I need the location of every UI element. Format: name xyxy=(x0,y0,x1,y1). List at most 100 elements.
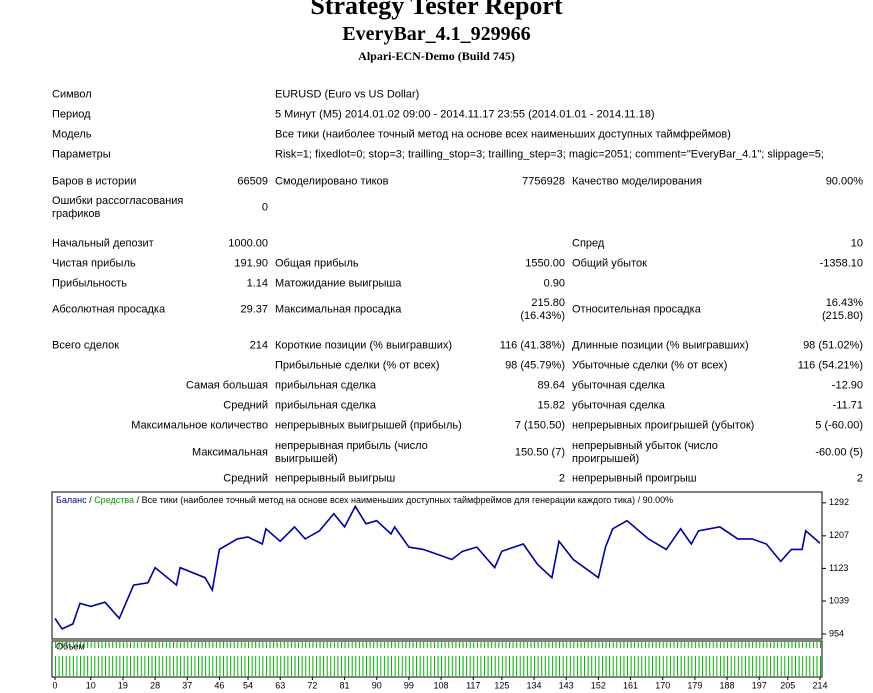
table-label: непрерывный выигрыш xyxy=(275,472,396,485)
table-value: 2 xyxy=(856,472,863,485)
table-label: Всего сделок xyxy=(52,339,120,352)
table-label: прибыльная сделка xyxy=(275,379,377,392)
table-label: Матожидание выигрыша xyxy=(275,277,402,290)
volume-bars xyxy=(53,642,821,676)
x-tick-label: 28 xyxy=(150,680,160,690)
table-label: Прибыльные сделки (% от всех) xyxy=(275,359,440,372)
x-tick-label: 197 xyxy=(752,680,767,690)
table-value: 0.90 xyxy=(543,277,565,290)
table-value: 1550.00 xyxy=(525,257,565,270)
table-label: Баров в истории xyxy=(52,175,137,188)
table-value: Все тики (наиболее точный метод на основ… xyxy=(275,128,731,141)
x-tick-label: 188 xyxy=(720,680,735,690)
table-label: непрерывный убыток (число проигрышей) xyxy=(572,440,718,465)
table-value: -60.00 (5) xyxy=(815,446,863,459)
table-value: 16.43% (215.80) xyxy=(822,297,863,322)
legend: Баланс / Средства / Все тики (наиболее т… xyxy=(56,495,673,505)
table-value: 5 Минут (M5) 2014.01.02 09:00 - 2014.11.… xyxy=(275,108,655,121)
x-tick-label: 54 xyxy=(243,680,253,690)
table-value: 98 (51.02%) xyxy=(803,339,863,352)
table-value: EURUSD (Euro vs US Dollar) xyxy=(275,88,420,101)
x-tick-label: 81 xyxy=(340,680,350,690)
table-label: убыточная сделка xyxy=(572,399,665,412)
table-label: Максимальная xyxy=(192,446,268,459)
table-value: 15.82 xyxy=(537,399,565,412)
table-label: Качество моделирования xyxy=(572,175,702,188)
table-label: прибыльная сделка xyxy=(275,399,377,412)
table-label: Общий убыток xyxy=(572,257,647,270)
y-tick-label: 954 xyxy=(829,628,844,638)
table-label: Начальный депозит xyxy=(52,237,154,250)
plot-frame xyxy=(51,491,823,640)
table-label: Ошибки рассогласования графиков xyxy=(52,195,184,220)
table-label: Убыточные сделки (% от всех) xyxy=(572,359,728,372)
x-tick-label: 63 xyxy=(275,680,285,690)
table-label: Средний xyxy=(223,399,268,412)
table-value: 10 xyxy=(850,237,863,250)
table-value: 90.00% xyxy=(825,175,863,188)
table-value: 150.50 (7) xyxy=(514,446,565,459)
table-label: Длинные позиции (% выигравших) xyxy=(572,339,749,352)
volume-label: Объем xyxy=(56,641,85,651)
table-value: -11.71 xyxy=(832,399,863,412)
x-tick-label: 161 xyxy=(623,680,638,690)
x-tick-label: 37 xyxy=(182,680,192,690)
table-value: 1.14 xyxy=(246,277,268,290)
table-value: 1000.00 xyxy=(228,237,268,250)
table-label: Смоделировано тиков xyxy=(275,175,389,188)
x-tick-label: 205 xyxy=(780,680,795,690)
x-tick-label: 170 xyxy=(655,680,670,690)
y-tick-label: 1039 xyxy=(829,595,849,605)
x-tick-label: 143 xyxy=(559,680,574,690)
x-tick-label: 90 xyxy=(372,680,382,690)
y-tick-label: 1123 xyxy=(829,563,848,573)
legend-quality: 90.00% xyxy=(643,495,674,505)
table-label: непрерывных проигрышей (убыток) xyxy=(572,419,755,432)
table-value: 0 xyxy=(261,201,268,214)
table-label: Самая большая xyxy=(185,379,268,392)
table-label: Максимальное количество xyxy=(131,419,268,432)
y-tick-label: 1292 xyxy=(829,497,849,507)
x-tick-label: 10 xyxy=(86,680,96,690)
table-label: Чистая прибыль xyxy=(52,257,136,270)
table-value: 191.90 xyxy=(234,257,268,270)
table-value: 29.37 xyxy=(240,303,268,316)
server: Alpari-ECN-Demo (Build 745) xyxy=(358,49,515,63)
table-label: Спред xyxy=(572,237,605,250)
x-tick-label: 134 xyxy=(527,680,542,690)
x-tick-label: 108 xyxy=(434,680,449,690)
balance-line xyxy=(54,504,821,630)
table-value: 98 (45.79%) xyxy=(505,359,565,372)
table-label: Абсолютная просадка xyxy=(52,303,166,316)
table-label: Общая прибыль xyxy=(275,257,359,270)
table-value: -1358.10 xyxy=(819,257,863,270)
table-label: Символ xyxy=(52,88,92,101)
table-label: непрерывных выигрышей (прибыль) xyxy=(275,419,462,432)
table-value: Risk=1; fixedlot=0; stop=3; trailling_st… xyxy=(275,148,824,161)
table-label: Прибыльность xyxy=(52,277,127,290)
table-value: 66509 xyxy=(237,175,268,188)
table-value: 214 xyxy=(249,339,268,352)
table-label: Период xyxy=(52,108,91,121)
table-label: Параметры xyxy=(52,148,111,161)
legend-balance: Баланс xyxy=(56,495,87,505)
table-label: непрерывная прибыль (число выигрышей) xyxy=(275,440,428,465)
table-label: убыточная сделка xyxy=(572,379,665,392)
x-tick-label: 214 xyxy=(812,680,827,690)
table-value: 7756928 xyxy=(522,175,565,188)
table-value: 215.80 (16.43%) xyxy=(520,297,565,322)
table-value: 5 (-60.00) xyxy=(815,419,863,432)
legend-separator: / xyxy=(137,495,140,505)
table-label: Относительная просадка xyxy=(572,303,701,316)
table-label: Средний xyxy=(223,472,268,485)
table-value: 116 (41.38%) xyxy=(499,339,565,352)
legend-separator: / xyxy=(89,495,92,505)
legend-separator: / xyxy=(638,495,641,505)
x-tick-label: 179 xyxy=(687,680,702,690)
legend-caption: Все тики (наиболее точный метод на основ… xyxy=(142,495,635,505)
table-label: Короткие позиции (% выигравших) xyxy=(275,339,453,352)
table-value: 7 (150.50) xyxy=(514,419,565,432)
x-tick-label: 99 xyxy=(404,680,414,690)
